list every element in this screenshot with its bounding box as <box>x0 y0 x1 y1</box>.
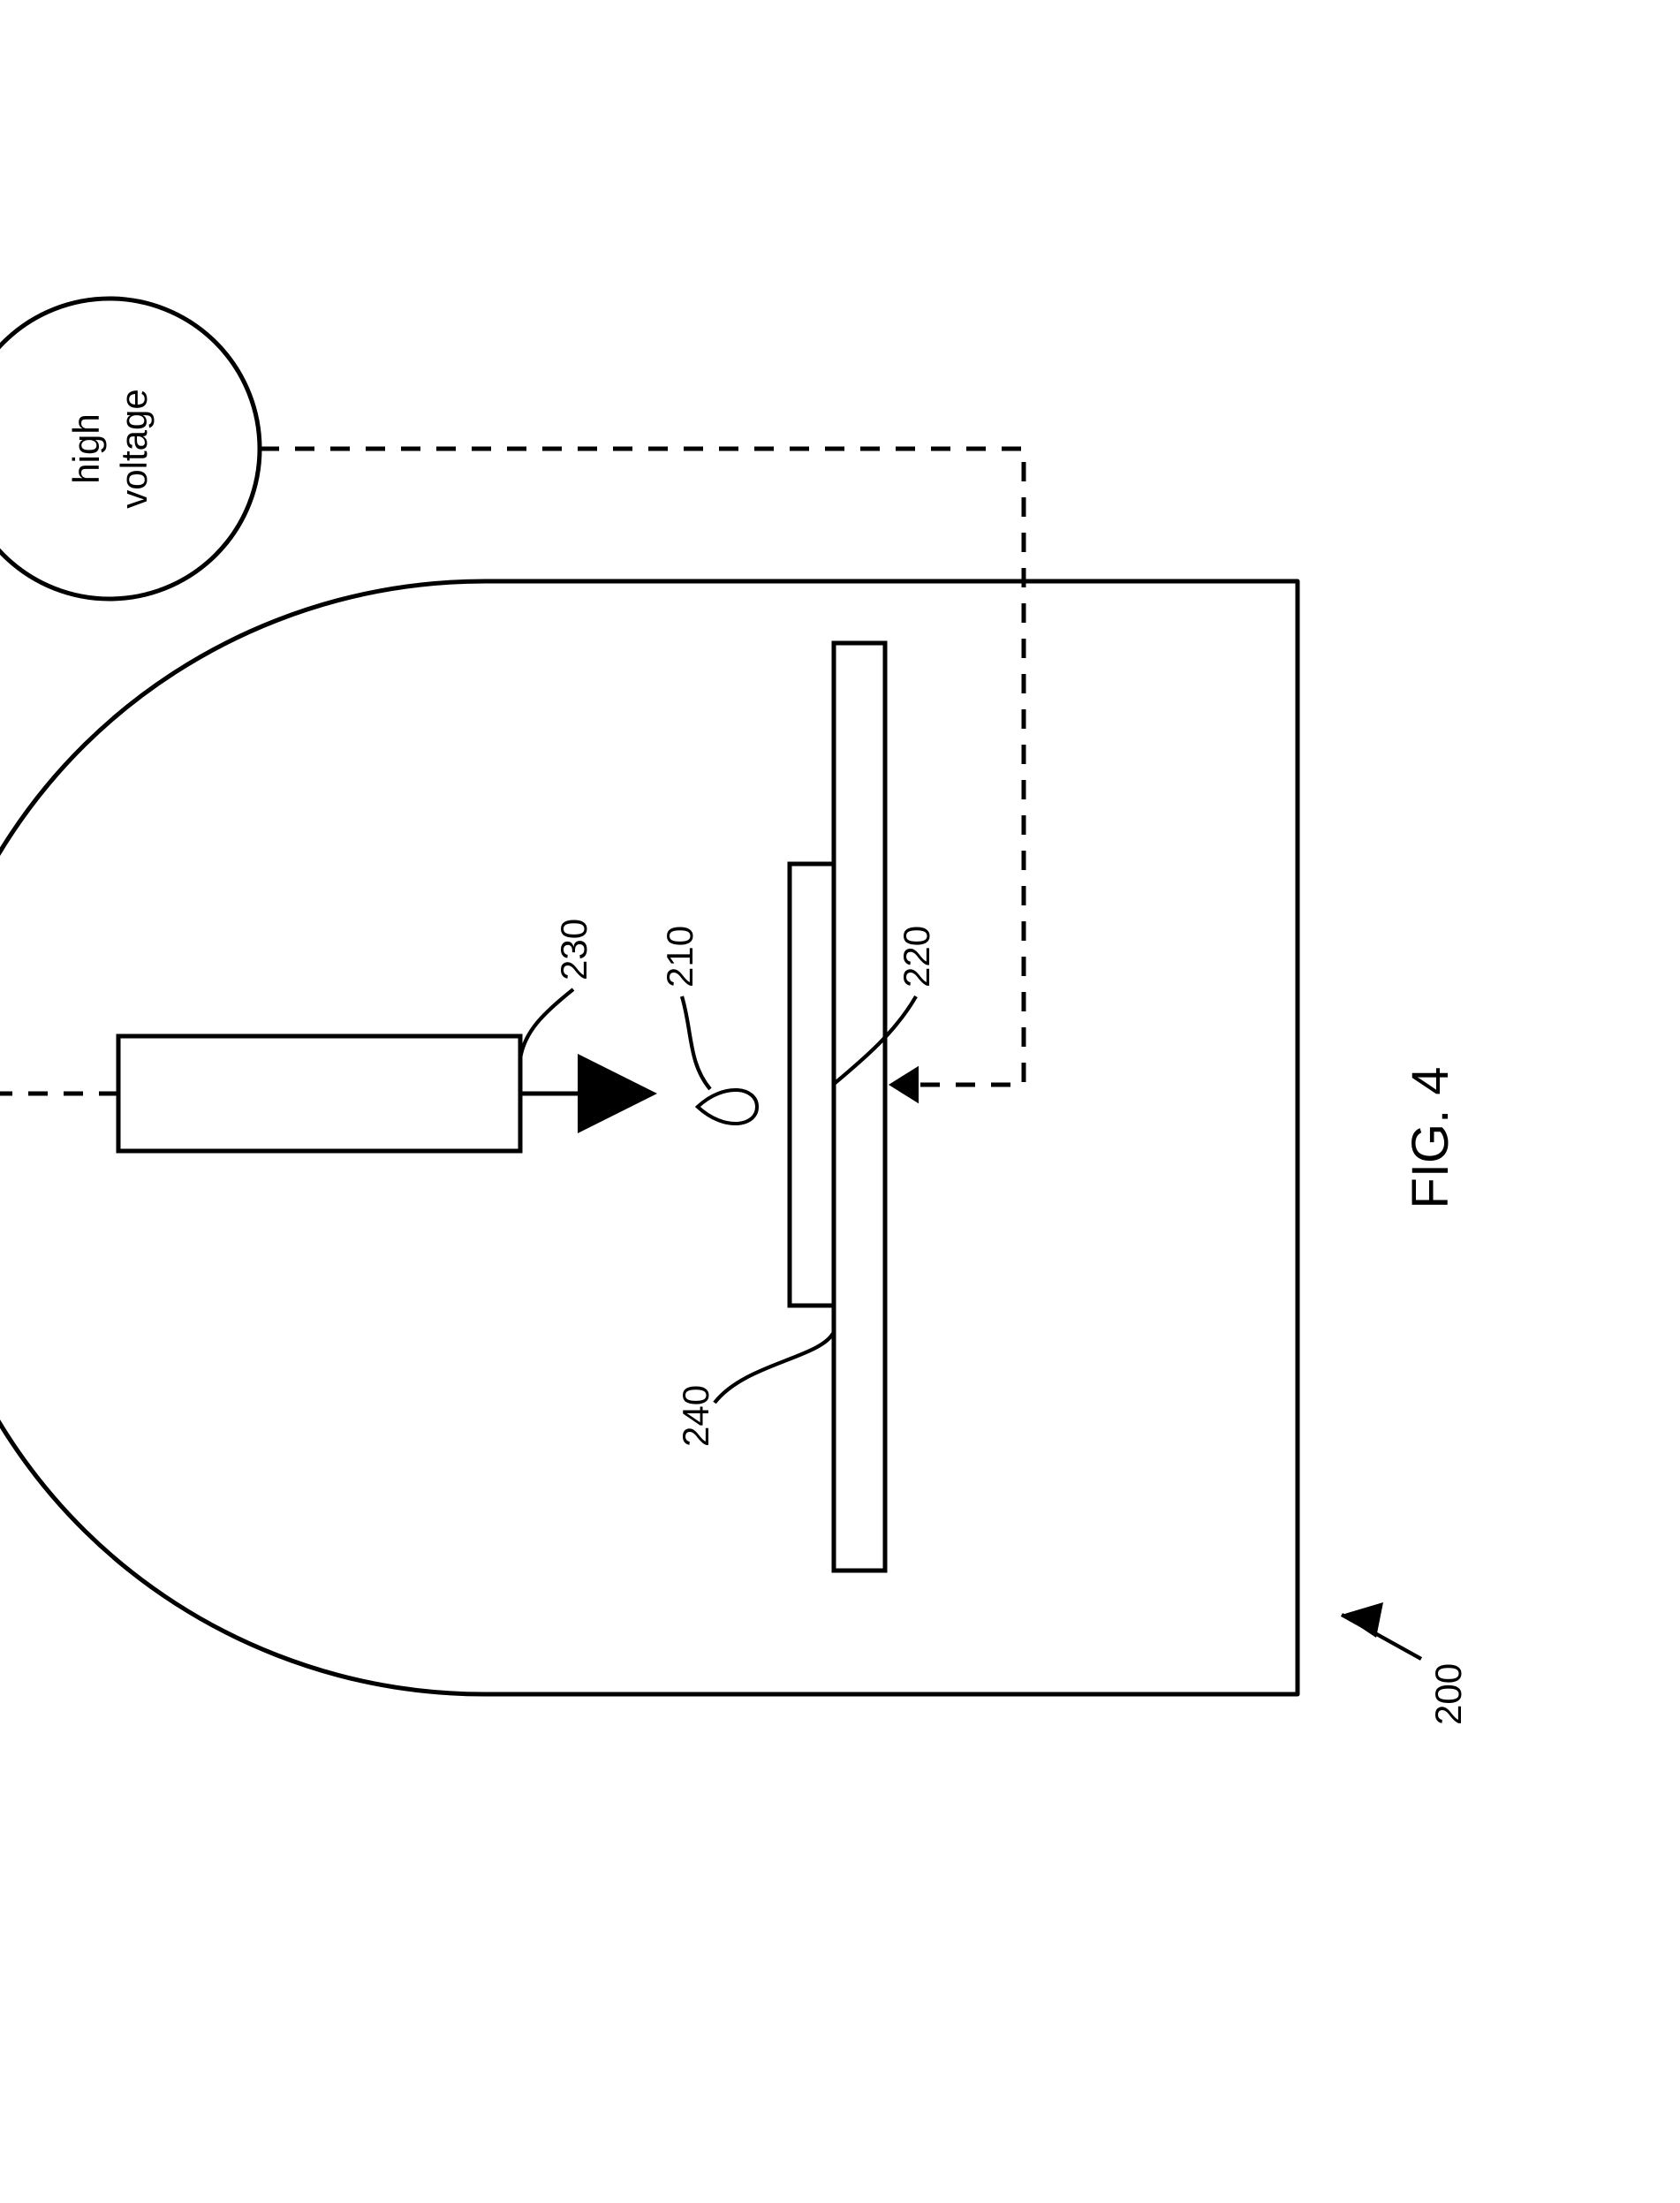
label-230: 230 <box>553 919 594 980</box>
drop <box>698 1090 757 1124</box>
wire-bottom <box>260 449 1024 1085</box>
label-200: 200 <box>1427 1663 1469 1725</box>
figure-caption: FIG. 4 <box>1402 1066 1459 1208</box>
stage <box>834 643 885 1571</box>
electrode <box>118 1036 520 1151</box>
hv-label-2: voltage <box>113 389 155 508</box>
base-plate <box>790 864 834 1306</box>
arrow-head <box>578 1054 657 1133</box>
leader-l230 <box>520 989 573 1058</box>
label-240: 240 <box>675 1385 716 1447</box>
figure-group: highvoltage 240 230 210 220 200 FIG. 4 <box>0 299 1469 1725</box>
hv-label-1: high <box>65 413 107 483</box>
leader-l240 <box>715 1332 834 1403</box>
label-210: 210 <box>659 926 700 988</box>
label-220: 220 <box>896 926 937 988</box>
wire-bottom-arrowhead <box>889 1066 919 1104</box>
leader-l210 <box>682 996 710 1089</box>
